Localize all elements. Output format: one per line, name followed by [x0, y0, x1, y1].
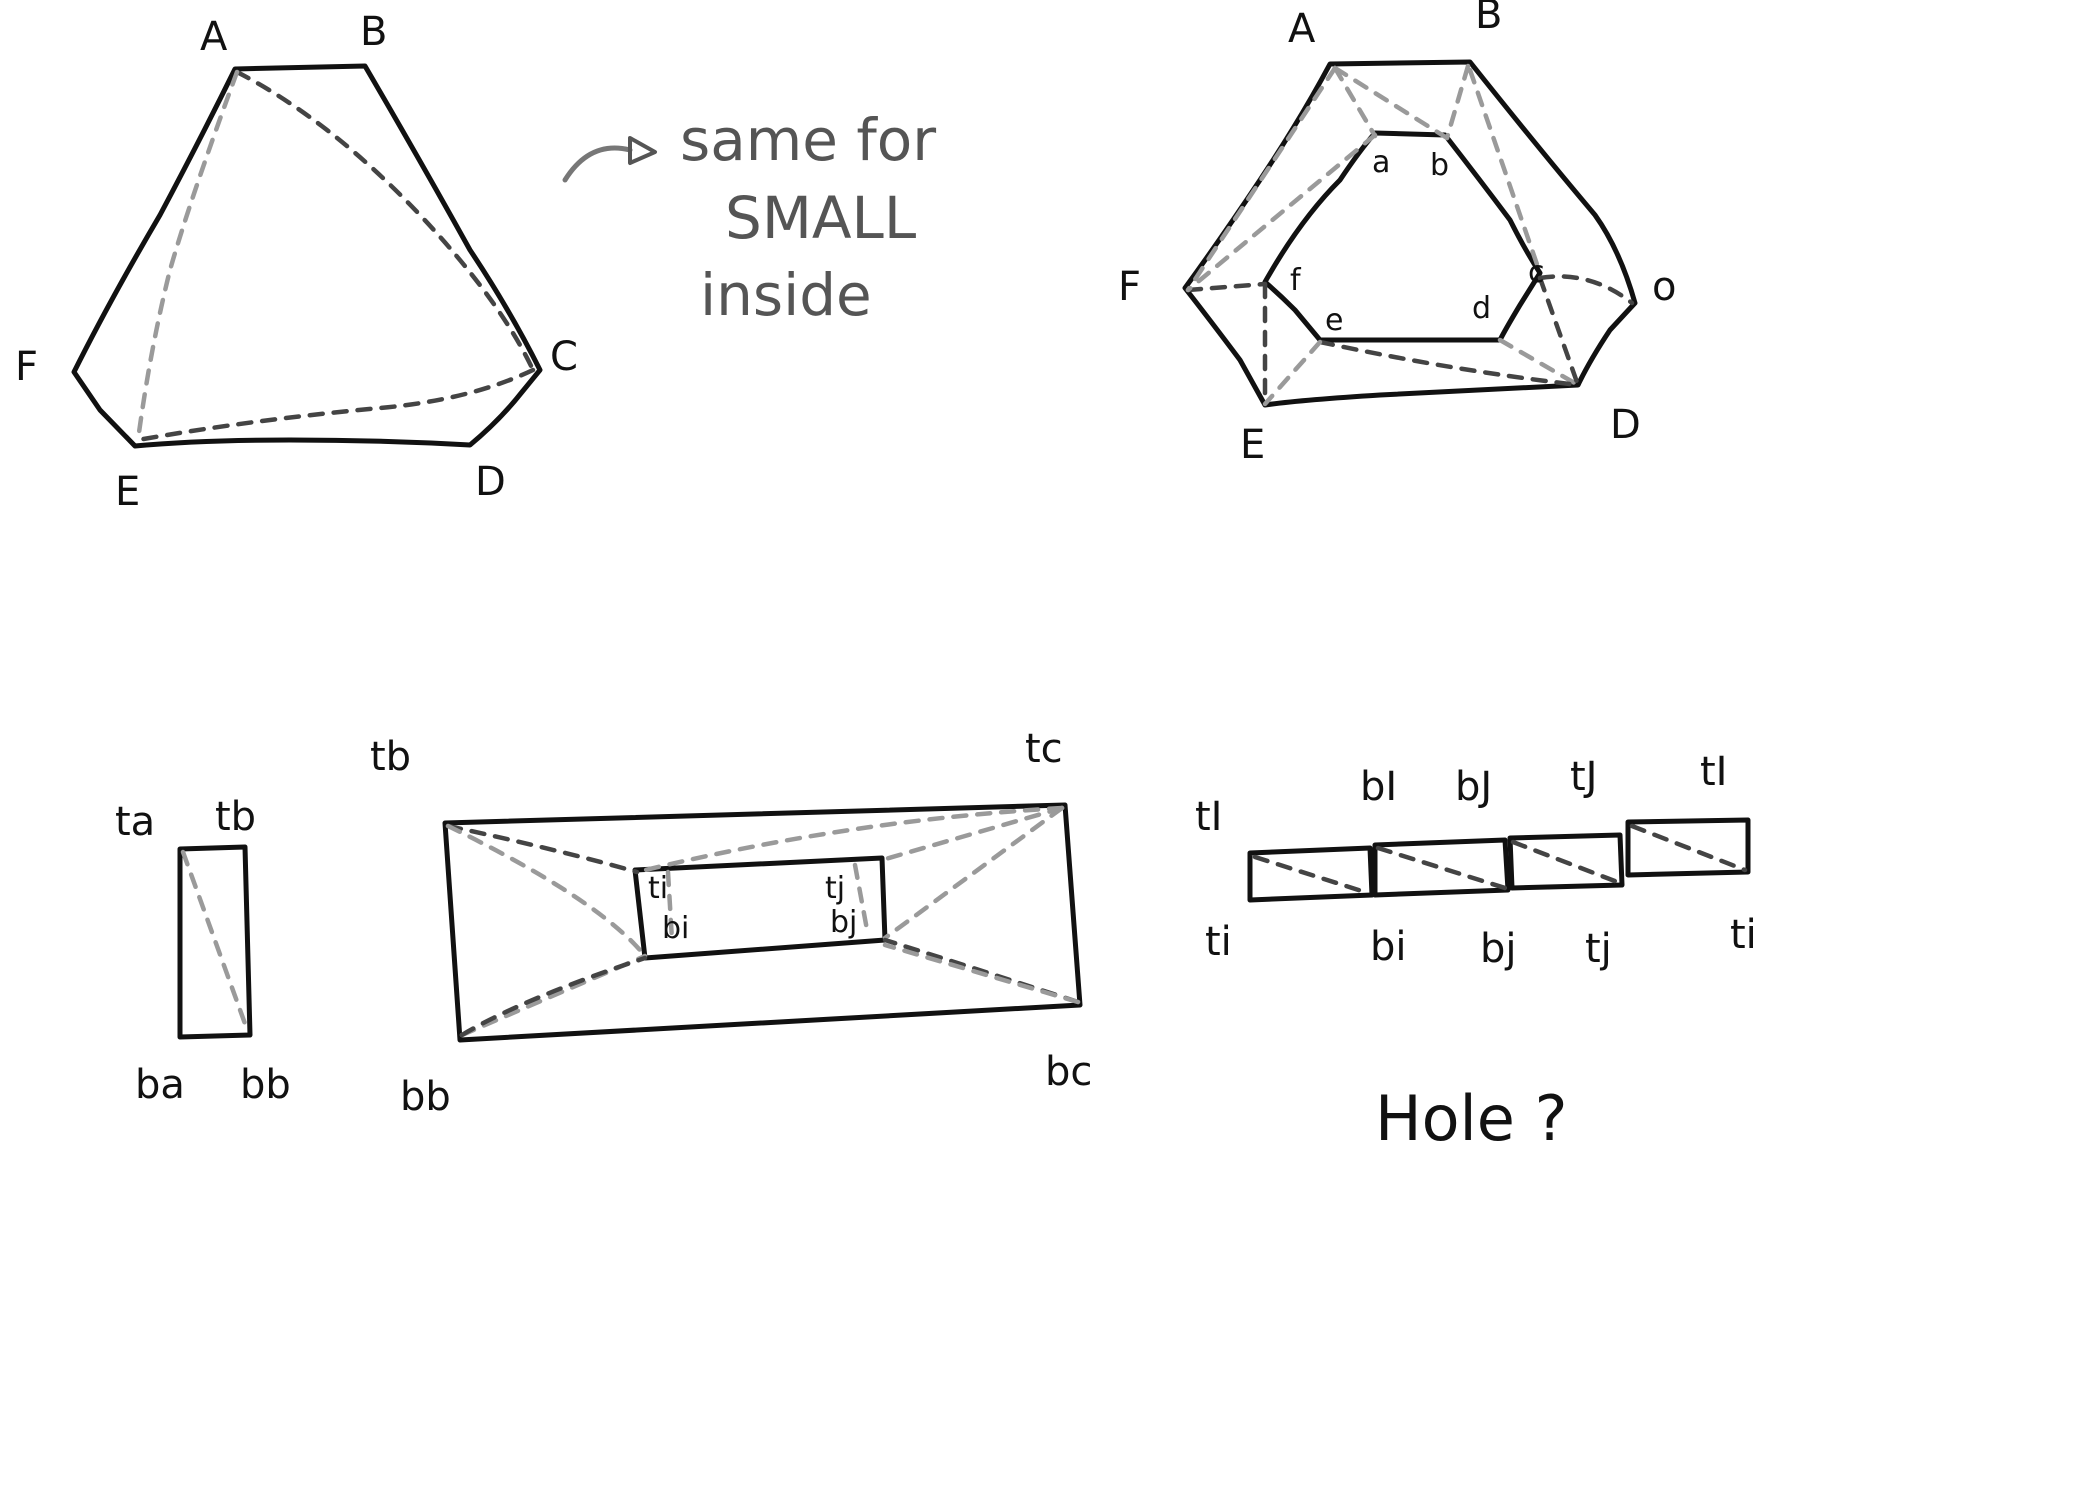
connector-tc-ti [634, 805, 1065, 875]
bottom-label-5: ti [1730, 912, 1757, 958]
outer-label-d: D [1610, 402, 1641, 448]
inner-label-c: c [1528, 255, 1545, 290]
diagonal-a-e [135, 69, 240, 443]
top-label-5: tI [1700, 749, 1727, 795]
vertex-label-d: D [475, 459, 506, 505]
cell-1 [1247, 845, 1375, 903]
inner-label-e: e [1325, 303, 1343, 338]
vertex-label-e: E [115, 469, 140, 515]
rectangle-outline [177, 844, 253, 1040]
vertex-label-a: A [200, 14, 228, 60]
inner-label-b: b [1430, 148, 1449, 183]
arrow-shaft [562, 145, 633, 183]
outer-outline [71, 63, 543, 449]
annotation: same for SMALL inside [562, 106, 936, 329]
connector-d [1497, 337, 1581, 388]
connector-tb-ti-diag [445, 823, 648, 959]
label-ta: ta [115, 799, 155, 845]
hexagon-with-hole-diagram: A B o D E F a b c d e f [1118, 0, 1676, 468]
cell-4 [1625, 817, 1751, 878]
top-label-3: bJ [1455, 764, 1492, 810]
inner-label-ti: ti [648, 871, 668, 906]
big-rectangle-diagram: tb tc bb bc ti tj bi bj [370, 726, 1092, 1120]
bottom-label-2: bi [1370, 924, 1407, 970]
connector-c-d [1537, 275, 1581, 388]
rectangle-diagonal [180, 849, 251, 1035]
outer-label-a: A [1288, 6, 1316, 52]
annotation-line-2: SMALL [725, 184, 916, 252]
top-label-2: bI [1360, 764, 1397, 810]
outer-label-e: E [1240, 422, 1265, 468]
connector-a-f [1185, 65, 1338, 293]
inner-label-bi: bi [662, 911, 689, 946]
connector-bb-bi-2 [459, 955, 648, 1038]
connector-bc-bj-2 [882, 942, 1081, 1005]
inner-tick-left [665, 869, 675, 943]
cell-2-diagonal [1375, 845, 1508, 891]
vertex-label-c: C [550, 334, 578, 380]
diagonal-c-e [135, 367, 536, 443]
label-ba: ba [135, 1062, 185, 1108]
inner-tick-right [852, 862, 871, 938]
vertex-label-b: B [360, 9, 387, 55]
label-bb: bb [400, 1074, 451, 1120]
outer-label-f: F [1118, 264, 1141, 310]
inner-label-bj: bj [830, 905, 857, 940]
label-bc: bc [1045, 1049, 1092, 1095]
connector-b [1444, 63, 1471, 141]
inner-label-d: d [1472, 291, 1491, 326]
bottom-label-1: ti [1205, 919, 1232, 965]
inner-label-f: f [1290, 263, 1302, 298]
label-bb: bb [240, 1062, 291, 1108]
connector-tc-bj [882, 805, 1065, 941]
connector-c [1537, 274, 1635, 306]
connector-f [1185, 281, 1268, 293]
small-rectangle-diagram: ta tb ba bb [115, 794, 291, 1108]
hexagon-diagram: A B C D E F [15, 9, 578, 515]
inner-label-a: a [1372, 145, 1390, 180]
annotation-line-3: inside [700, 261, 872, 329]
bottom-label-3: bj [1480, 926, 1517, 972]
cell-4-diagonal [1629, 823, 1748, 873]
cell-2 [1372, 837, 1511, 898]
outer-label-b: B [1475, 0, 1502, 38]
outer-rectangle [442, 802, 1083, 1043]
inner-label-tj: tj [825, 871, 845, 906]
strip-diagram: tI bI bJ tJ tI ti bi bj tj ti [1195, 749, 1757, 972]
hole-question: Hole ? [1375, 1082, 1568, 1155]
connector-a [1332, 65, 1378, 139]
connector-tb-ti [445, 823, 640, 875]
connector-b-c [1467, 67, 1543, 276]
inner-outline [1262, 130, 1543, 343]
label-tc: tc [1025, 726, 1063, 772]
cell-3-diagonal [1510, 839, 1623, 886]
arrow-head-icon [628, 136, 657, 165]
connector-f-inner [1185, 132, 1378, 293]
connector-e [1262, 339, 1323, 407]
cell-3 [1507, 832, 1625, 891]
connector-tc-tj [879, 805, 1065, 863]
bottom-label-4: tj [1585, 926, 1612, 972]
vertex-label-f: F [15, 344, 38, 390]
label-tb: tb [370, 734, 411, 780]
connector-a-b-diag [1332, 65, 1450, 141]
connector-e-d [1317, 339, 1581, 388]
label-tb: tb [215, 794, 256, 840]
top-label-1: tI [1195, 794, 1222, 840]
diagonal-a-c [234, 69, 536, 373]
cell-1-diagonal [1252, 854, 1371, 896]
outer-label-c: o [1652, 264, 1676, 310]
top-label-4: tJ [1570, 754, 1597, 800]
annotation-line-1: same for [680, 106, 936, 174]
